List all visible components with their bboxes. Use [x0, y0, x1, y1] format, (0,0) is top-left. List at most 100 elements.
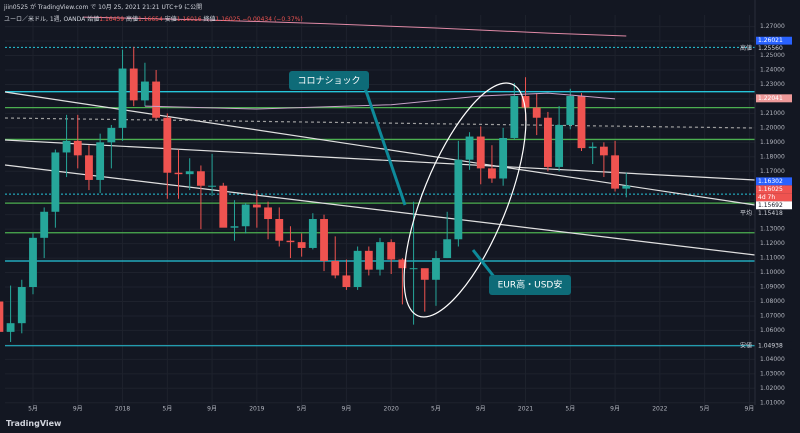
price-label-name: 平均: [740, 209, 752, 217]
countdown-box: [756, 193, 792, 202]
candle-body: [420, 268, 429, 280]
y-tick-label: 1.08000: [760, 298, 785, 305]
ohlc-line: ユーロ／米ドル, 1週, OANDA 始値1.16459 高値1.16654 安…: [4, 14, 303, 26]
y-tick-label: 1.11000: [760, 255, 785, 262]
candle-body: [364, 250, 373, 270]
trend-line: [4, 91, 756, 206]
candle-body: [6, 323, 15, 332]
candle-body: [286, 240, 295, 243]
trend-lines: [4, 91, 756, 256]
candle-body: [196, 171, 205, 186]
y-tick-label: 1.27000: [760, 23, 785, 30]
candle-body: [599, 146, 608, 156]
annotation-box: [289, 71, 369, 90]
x-tick-label: 2019: [249, 406, 264, 413]
price-label-box: [756, 341, 792, 350]
candle-body: [29, 237, 37, 288]
ohlc-label: 終値: [203, 16, 216, 23]
price-label: 1.25560: [758, 45, 783, 52]
ma-line: [83, 16, 627, 37]
price-label-box: [756, 44, 792, 53]
candle-body: [532, 107, 541, 118]
highlight-ellipse: [403, 82, 527, 318]
symbol: ユーロ／米ドル, 1週, OANDA: [4, 16, 86, 23]
candle-body: [107, 127, 116, 143]
price-label: 1.15692: [758, 202, 783, 209]
footer-logo: TradingView: [6, 419, 62, 428]
y-tick-label: 1.03000: [760, 370, 785, 377]
x-tick-label: 2022: [652, 406, 667, 413]
trend-line: [4, 164, 756, 256]
ohlc-label: 高値: [125, 16, 138, 23]
candle-body: [152, 81, 161, 118]
annotation: EUR高・USD安: [498, 279, 563, 291]
y-tick-label: 1.10000: [760, 269, 785, 276]
y-tick-label: 1.21000: [760, 110, 785, 117]
y-tick-label: 1.24000: [760, 66, 785, 73]
ohlc-value: 1.16016: [176, 16, 202, 23]
x-tick-label: 9月: [744, 406, 754, 413]
price-label-box: [756, 177, 792, 186]
candle-body: [443, 239, 452, 259]
candle-body: [118, 68, 127, 128]
ohlc-value: 1.16654: [137, 16, 163, 23]
candle-body: [510, 96, 519, 138]
candle-body: [51, 152, 60, 212]
candle-body: [264, 207, 272, 220]
y-tick-label: 1.07000: [760, 312, 785, 319]
ma-line: [144, 92, 616, 110]
price-label-box: [756, 201, 792, 210]
candle-body: [297, 242, 306, 248]
x-tick-label: 5月: [162, 406, 172, 413]
x-tick-label: 9月: [207, 406, 217, 413]
price-label-box: [756, 209, 792, 218]
price-label: 1.15418: [758, 210, 783, 217]
y-tick-label: 1.04000: [760, 356, 785, 363]
candle-body: [241, 204, 250, 227]
candle-body: [353, 250, 362, 288]
candle-body: [85, 155, 93, 180]
candle-body: [387, 242, 396, 260]
x-tick-label: 5月: [431, 406, 441, 413]
annotation-box: [489, 275, 571, 295]
candle-body: [588, 146, 597, 149]
price-label: 1.16025: [758, 186, 783, 193]
price-label: 1.26021: [758, 37, 783, 44]
ohlc-label: 始値: [87, 16, 100, 23]
candle-body: [275, 219, 284, 241]
candle-body: [465, 136, 474, 160]
y-tick-label: 1.19000: [760, 139, 785, 146]
candle-body: [432, 258, 440, 280]
candle-body: [40, 211, 49, 238]
price-label-box: [756, 185, 792, 194]
candle-body: [230, 226, 239, 228]
x-tick-label: 9月: [342, 406, 352, 413]
x-tick-label: 2018: [115, 406, 130, 413]
candle-body: [163, 117, 172, 173]
x-tick-label: 9月: [610, 406, 620, 413]
candle-body: [521, 96, 530, 108]
candle-body: [376, 242, 384, 270]
candle-body: [543, 117, 552, 167]
x-tick-label: 5月: [28, 406, 38, 413]
y-tick-label: 1.01000: [760, 399, 785, 406]
y-tick-label: 1.25000: [760, 52, 785, 59]
y-tick-label: 1.20000: [760, 124, 785, 131]
candle-body: [62, 140, 71, 153]
candle-body: [174, 172, 183, 175]
header: jiin0525 が TradingView.com で 10月 25, 202…: [4, 2, 303, 26]
candle-body: [129, 68, 138, 101]
x-tick-label: 2021: [518, 406, 533, 413]
price-label: 1.22041: [758, 95, 783, 102]
candle-body: [555, 124, 564, 167]
candle-body: [96, 142, 105, 180]
price-label-name: 高値: [740, 44, 752, 52]
x-tick-label: 9月: [476, 406, 486, 413]
y-tick-label: 1.17000: [760, 168, 785, 175]
change: −0.00434 (−0.37%): [242, 16, 303, 23]
ohlc-label: 安値: [164, 16, 177, 23]
callout-arrow: [363, 87, 407, 206]
ohlc-value: 1.16459: [99, 16, 125, 23]
